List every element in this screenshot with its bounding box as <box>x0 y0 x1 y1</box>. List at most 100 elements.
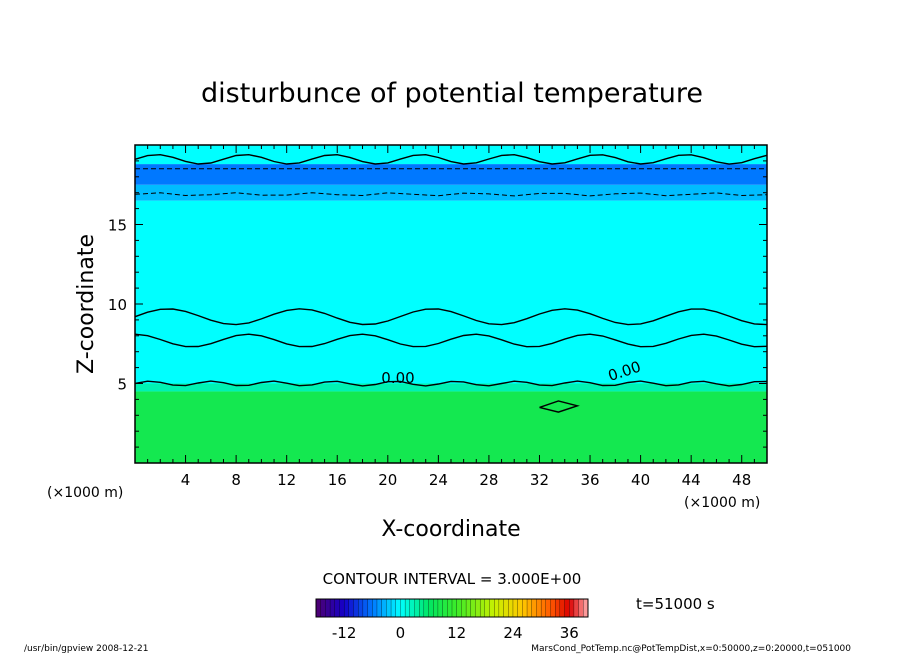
colorbar-cells <box>315 598 589 618</box>
y-axis-unit: (×1000 m) <box>47 485 123 501</box>
colorbar-cell <box>400 598 406 618</box>
colorbar-cell <box>423 598 430 618</box>
colorbar-cell <box>559 598 566 618</box>
colorbar-cell <box>437 598 444 618</box>
colorbar-cell <box>465 598 472 618</box>
colorbar-cell <box>433 598 439 618</box>
x-tick-label: 44 <box>682 471 701 489</box>
color-band <box>135 184 767 201</box>
colorbar-cell <box>419 598 425 618</box>
colorbar: -12 0 12 24 36 <box>315 598 589 642</box>
colorbar-cell <box>470 598 476 618</box>
colorbar-cell <box>353 598 359 618</box>
contour-line <box>134 308 768 326</box>
colorbar-cell <box>536 598 542 618</box>
colorbar-frame <box>315 598 589 618</box>
colorbar-cell <box>376 598 383 618</box>
colorbar-cell <box>339 598 345 618</box>
colorbar-tick-label: 24 <box>503 624 522 642</box>
colorbar-cell <box>522 598 528 618</box>
colorbar-cell <box>498 598 505 618</box>
colorbar-cell <box>461 598 467 618</box>
contour-line <box>539 400 580 413</box>
contour-interval: CONTOUR INTERVAL = 3.000E+00 <box>323 570 582 588</box>
y-axis-title: Z-coordinate <box>74 234 99 374</box>
color-band <box>135 145 767 165</box>
colorbar-cell <box>428 598 434 618</box>
x-tick-label: 4 <box>181 471 191 489</box>
x-axis-unit: (×1000 m) <box>684 495 760 511</box>
contour-line <box>134 380 768 387</box>
colorbar-cell <box>362 598 369 618</box>
colorbar-cell <box>404 598 411 618</box>
colorbar-tick-label: 12 <box>447 624 466 642</box>
x-tick-label: 36 <box>580 471 599 489</box>
x-axis-ticks: 4 8 12 16 20 24 28 32 36 40 44 48 <box>147 145 755 489</box>
colorbar-cell <box>395 598 401 618</box>
colorbar-cell <box>569 598 575 618</box>
colorbar-tick-label: -12 <box>332 624 357 642</box>
colorbar-cell <box>320 598 326 618</box>
contour-line <box>134 192 768 197</box>
colorbar-cell <box>442 598 448 618</box>
chart-title: disturbunce of potential temperature <box>201 78 703 109</box>
y-axis-ticks: 5 10 15 <box>108 160 767 448</box>
colorbar-ticks: -12 0 12 24 36 <box>332 624 579 642</box>
colorbar-cell <box>334 598 340 618</box>
colorbar-cell <box>343 598 350 618</box>
colorbar-cell <box>479 598 486 618</box>
contour-label: 0.00 <box>381 369 414 387</box>
colorbar-cell <box>573 598 580 618</box>
colorbar-cell <box>451 598 458 618</box>
colorbar-cell <box>409 598 415 618</box>
colorbar-cell <box>325 598 331 618</box>
x-tick-label: 8 <box>231 471 241 489</box>
colorbar-cell <box>484 598 490 618</box>
x-tick-label: 12 <box>277 471 296 489</box>
colorbar-cell <box>358 598 364 618</box>
colorbar-tick-label: 36 <box>560 624 579 642</box>
color-band <box>135 391 767 463</box>
colorbar-cell <box>329 598 336 618</box>
colorbar-cell <box>512 598 519 618</box>
y-tick-label: 15 <box>108 217 127 235</box>
colorbar-cell <box>531 598 537 618</box>
color-bands <box>135 145 767 463</box>
colorbar-cell <box>564 598 570 618</box>
x-tick-label: 16 <box>328 471 347 489</box>
colorbar-cell <box>503 598 509 618</box>
footer-source: MarsCond_PotTemp.nc@PotTempDist,x=0:5000… <box>531 644 851 654</box>
x-tick-label: 20 <box>378 471 397 489</box>
x-tick-label: 40 <box>631 471 650 489</box>
contour-lines <box>134 153 768 413</box>
colorbar-cell <box>414 598 420 618</box>
colorbar-cell <box>390 598 397 618</box>
color-band <box>135 164 767 185</box>
colorbar-cell <box>315 598 322 618</box>
colorbar-cell <box>367 598 373 618</box>
contour-line <box>134 153 768 165</box>
colorbar-cell <box>372 598 378 618</box>
x-tick-label: 32 <box>530 471 549 489</box>
colorbar-tick-label: 0 <box>396 624 406 642</box>
x-tick-label: 24 <box>429 471 448 489</box>
contour-line <box>134 333 768 348</box>
colorbar-cell <box>508 598 514 618</box>
colorbar-cell <box>526 598 533 618</box>
y-tick-label: 5 <box>117 376 127 394</box>
colorbar-cell <box>578 598 584 618</box>
colorbar-cell <box>555 598 561 618</box>
colorbar-cell <box>348 598 354 618</box>
colorbar-cell <box>381 598 387 618</box>
colorbar-cell <box>540 598 547 618</box>
color-band <box>135 383 767 392</box>
x-axis-title: X-coordinate <box>381 517 520 542</box>
y-tick-label: 10 <box>108 296 127 314</box>
colorbar-cell <box>494 598 500 618</box>
colorbar-cell <box>386 598 392 618</box>
footer-program: /usr/bin/gpview 2008-12-21 <box>24 644 148 654</box>
x-tick-label: 28 <box>479 471 498 489</box>
colorbar-cell <box>475 598 481 618</box>
